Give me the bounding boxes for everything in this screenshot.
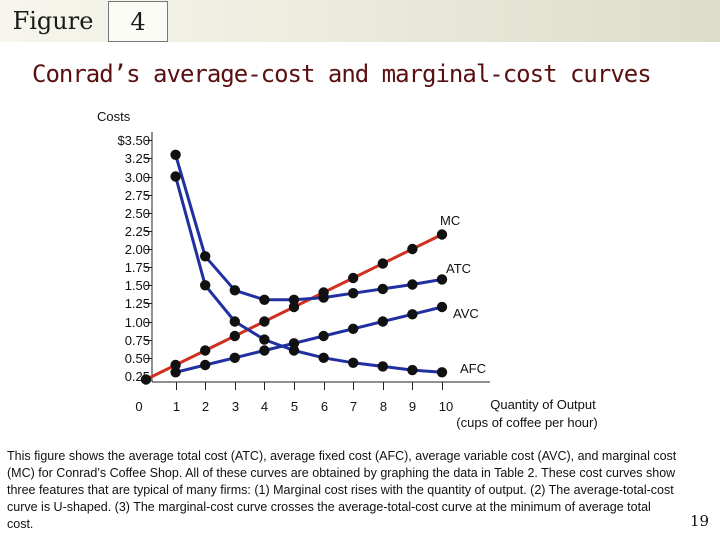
y-tick-label: 1.25 [125,296,150,311]
mc-point [407,243,418,255]
plot-area [152,112,508,382]
afc-point [288,345,300,356]
afc-point [436,367,448,378]
mc-label: MC [440,213,460,228]
x-axis-title: Quantity of Output [490,397,596,412]
mc-point [288,301,300,313]
mc-point [140,374,152,385]
mc-point [229,330,240,342]
y-tick-label: 2.00 [125,242,150,257]
avc-point [288,338,300,349]
mc-point [200,345,211,356]
atc-point [318,292,329,303]
mc-point [348,272,359,284]
afc-point [377,361,388,372]
x-tick-label: 0 [135,399,142,414]
avc-point [170,367,181,378]
avc-point [318,330,329,342]
atc-point [377,283,388,295]
x-tick-label: 7 [350,399,357,414]
y-axis-title: Costs [97,109,131,124]
y-tick-label: 2.50 [125,206,150,221]
y-tick-label: 1.75 [125,260,150,275]
avc-point [436,301,448,313]
x-tick-label: 5 [291,399,298,414]
avc-point [200,359,211,371]
figure-caption: This figure shows the average total cost… [7,449,677,531]
x-tick-label: 4 [261,399,268,414]
atc-point [200,251,211,262]
x-tick-label: 10 [439,399,453,414]
x-tick-label: 6 [321,399,328,414]
afc-point [259,334,270,345]
x-tick-label: 8 [380,399,387,414]
mc-point [436,229,448,240]
atc-point [348,288,359,299]
y-tick-label: 1.50 [125,278,150,293]
atc-point [170,149,181,160]
y-tick-label: 2.25 [125,224,150,239]
atc-point [229,285,240,296]
afc-curve [174,176,443,374]
y-tick-label: 2.75 [125,188,150,203]
x-tick-label: 9 [409,399,416,414]
afc-point [229,316,240,327]
atc-point [436,274,448,285]
afc-point [348,357,359,368]
avc-label: AVC [453,306,479,321]
figure-number: 4 [108,1,168,42]
mc-point [170,359,181,371]
avc-point [377,316,388,327]
afc-point [407,364,418,376]
avc-point [259,345,270,356]
x-tick-label: 2 [202,399,209,414]
afc-point [200,280,211,291]
x-tick-label: 1 [173,399,180,414]
atc-point [288,294,300,305]
atc-curve [174,154,443,302]
afc-point [170,171,181,182]
afc-point [318,352,329,363]
x-axis-subtitle: (cups of coffee per hour) [456,415,597,430]
avc-point [407,309,418,320]
y-tick-label: 0.50 [125,351,150,366]
avc-point [348,323,359,334]
y-tick-label: 0.75 [125,333,150,348]
avc-curve [175,305,443,374]
y-tick-label: 3.25 [125,151,150,166]
atc-point [407,279,418,290]
avc-point [229,352,240,363]
x-tick-label: 3 [232,399,239,414]
mc-point [377,258,388,269]
atc-label: ATC [446,261,471,276]
y-tick-label: 3.00 [125,170,150,185]
figure-label: Figure [12,7,94,35]
y-tick-label: 1.00 [125,315,150,330]
afc-label: AFC [460,361,486,376]
mc-point [259,316,270,327]
y-tick-label: $3.50 [117,133,150,148]
atc-point [259,294,270,305]
page-number: 19 [690,512,710,530]
chart-title: Conrad’s average-cost and marginal-cost … [32,60,652,88]
